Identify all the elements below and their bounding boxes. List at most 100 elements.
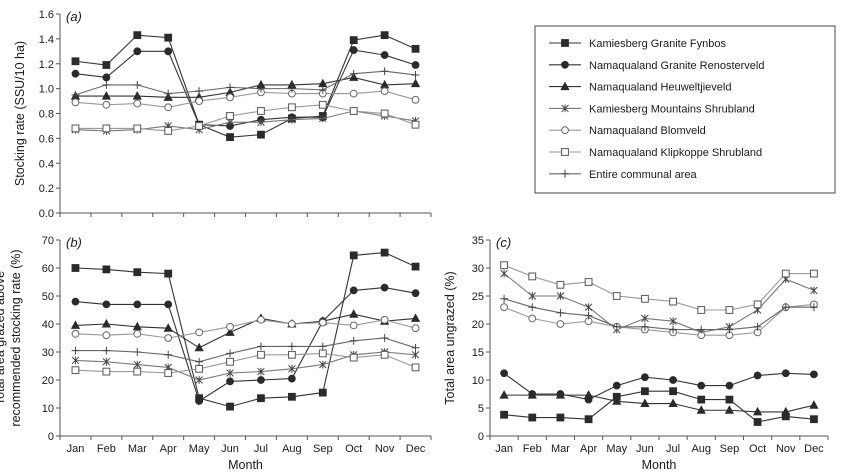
data-point [195, 328, 204, 337]
legend-label: Namaqualand Klipkoppe Shrubland [589, 147, 762, 159]
data-point [583, 390, 594, 399]
data-point [584, 303, 593, 312]
data-point [164, 269, 173, 278]
y-tick-label: 20 [42, 375, 54, 387]
data-point [102, 61, 111, 69]
data-point [257, 130, 265, 139]
data-point [318, 85, 327, 94]
data-point [318, 388, 327, 397]
y-tick-label: 0.6 [39, 133, 54, 145]
data-point [781, 269, 790, 278]
data-point [349, 46, 358, 54]
data-point [133, 367, 142, 376]
data-point [781, 406, 791, 416]
data-point [71, 69, 80, 78]
series-square-filled [71, 248, 420, 411]
data-point [287, 84, 296, 93]
data-point [500, 269, 508, 278]
legend-item: Namaqualand Heuweltjieveld [549, 81, 731, 94]
legend-marker [561, 39, 569, 47]
series-asterisk [71, 348, 420, 384]
data-point [753, 371, 762, 380]
data-point [411, 120, 420, 129]
x-tick-label: Jul [666, 443, 680, 455]
data-point [349, 336, 358, 345]
y-tick-label: 1.0 [39, 84, 54, 96]
data-point [556, 308, 565, 317]
legend-marker [561, 104, 569, 113]
data-point [781, 369, 790, 378]
data-point [528, 314, 537, 323]
data-point [257, 118, 265, 127]
y-axis-label: Stocking rate (SSU/10 ha) [13, 41, 27, 186]
data-point [226, 93, 234, 102]
series-circle-open [500, 300, 818, 340]
data-point [810, 303, 818, 312]
data-point [528, 292, 537, 300]
series-line [504, 394, 815, 413]
data-point [102, 346, 111, 355]
data-point [257, 107, 265, 115]
series-plus [71, 334, 420, 366]
legend-item: Namaqualand Granite Renosterveld [549, 60, 765, 72]
data-point [584, 415, 593, 424]
data-point [697, 381, 706, 390]
data-point [753, 322, 762, 331]
y-tick-label: 1.6 [39, 9, 54, 21]
legend-marker [561, 126, 569, 135]
panel-label: (c) [496, 235, 511, 250]
series-line [75, 104, 416, 132]
data-point [133, 80, 142, 89]
legend-label: Kamiesberg Mountains Shrubland [589, 103, 755, 115]
data-point [133, 300, 142, 309]
data-point [132, 321, 142, 331]
data-point [318, 100, 327, 109]
data-point [411, 61, 420, 69]
data-point [287, 350, 296, 359]
series-line [75, 319, 416, 339]
data-point [102, 124, 111, 133]
y-tick-label: 0.8 [39, 109, 54, 121]
data-point [163, 323, 173, 332]
data-point [287, 374, 296, 383]
panel-label: (a) [66, 9, 82, 24]
x-tick-label: Dec [804, 443, 824, 455]
y-axis-label: Total area grazed above [0, 271, 7, 405]
y-tick-label: 20 [472, 319, 484, 331]
data-point [71, 297, 80, 306]
data-point [257, 315, 265, 324]
data-point [71, 124, 80, 133]
data-point [380, 51, 389, 59]
y-tick-label: 50 [42, 291, 54, 303]
legend-item: Entire communal area [549, 169, 697, 181]
data-point [102, 367, 111, 376]
x-axis-label: Month [228, 458, 263, 472]
data-point [102, 331, 111, 340]
data-point [194, 342, 204, 352]
data-point [500, 303, 508, 312]
data-point [380, 109, 389, 118]
legend-item: Namaqualand Klipkoppe Shrubland [549, 147, 762, 159]
series-square-open [71, 100, 420, 135]
data-point [133, 99, 142, 108]
y-tick-label: 0 [478, 431, 484, 443]
data-point [226, 322, 234, 331]
data-point [752, 406, 763, 416]
data-point [226, 83, 234, 92]
data-point [410, 78, 421, 88]
data-point [164, 369, 173, 377]
data-point [102, 300, 111, 309]
data-point [725, 381, 734, 390]
y-tick-label: 40 [42, 319, 54, 331]
y-tick-label: 70 [42, 235, 54, 247]
data-point [318, 349, 327, 358]
data-point [669, 387, 677, 396]
data-point [133, 360, 142, 369]
panel-label: (b) [66, 235, 82, 250]
y-tick-label: 10 [472, 375, 484, 387]
data-point [101, 91, 112, 100]
data-point [641, 322, 649, 331]
data-point [500, 261, 508, 270]
